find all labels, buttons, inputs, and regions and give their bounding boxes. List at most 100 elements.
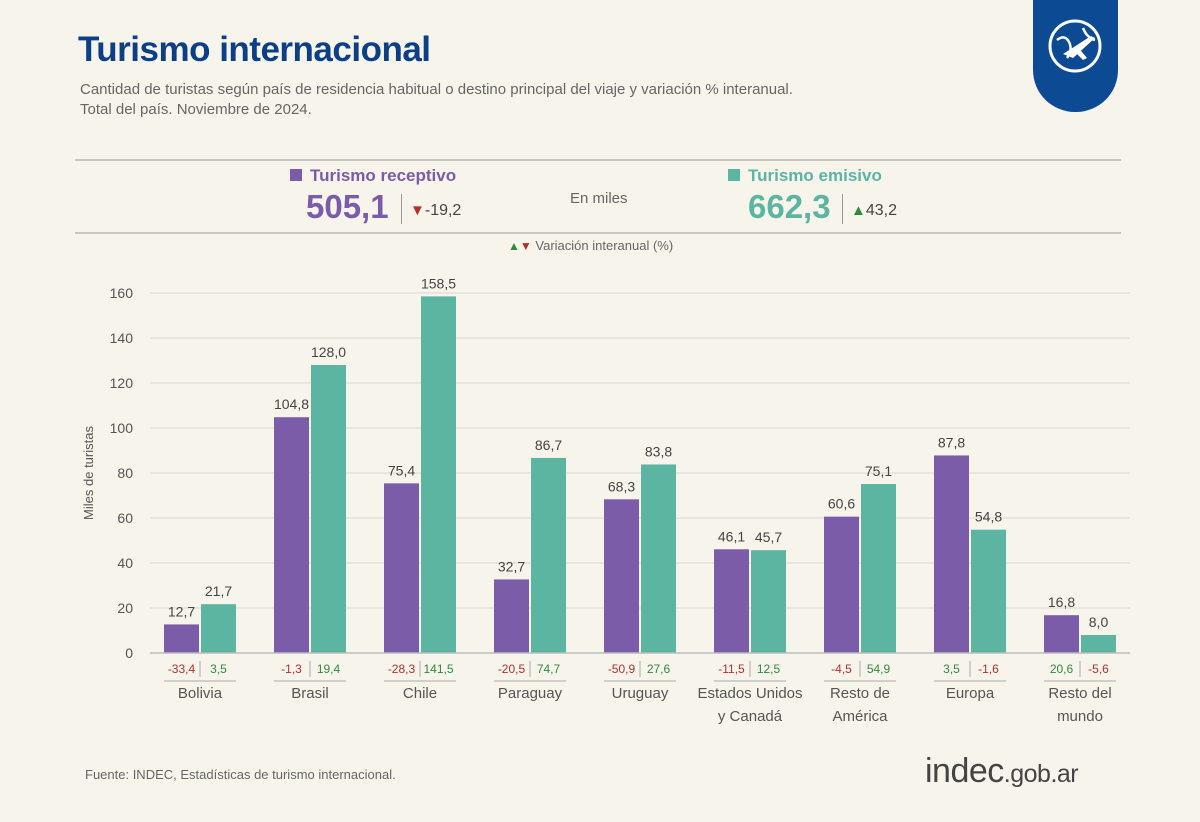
- legend-emisivo: Turismo emisivo: [728, 166, 882, 186]
- bar-emisivo: [531, 457, 566, 653]
- bar-receptivo: [384, 483, 419, 653]
- variation-label: -5,6: [1088, 662, 1109, 676]
- receptivo-variation-value: -19,2: [424, 202, 462, 219]
- receptivo-total: 505,1: [306, 188, 389, 225]
- variation-label: -20,5: [498, 662, 526, 676]
- category-label: Uruguay: [612, 685, 669, 702]
- bar-emisivo: [311, 365, 346, 653]
- variation-legend: ▲▼ Variación interanual (%): [508, 238, 673, 253]
- data-label: 104,8: [274, 396, 309, 412]
- variation-label: -28,3: [388, 662, 416, 676]
- data-label: 45,7: [755, 529, 782, 545]
- variation-label: 54,9: [867, 662, 891, 676]
- y-tick-label: 120: [110, 375, 134, 391]
- bar-emisivo: [641, 464, 676, 653]
- globe-airplane-icon: [1048, 19, 1102, 73]
- variation-label: 74,7: [537, 662, 561, 676]
- data-label: 128,0: [311, 344, 346, 360]
- data-label: 158,5: [421, 275, 456, 291]
- legend-receptivo-label: Turismo receptivo: [310, 166, 457, 185]
- variation-label: 141,5: [423, 662, 453, 676]
- y-tick-label: 40: [117, 555, 133, 571]
- bar-emisivo: [861, 484, 896, 653]
- data-label: 32,7: [498, 558, 525, 574]
- variation-label: 20,6: [1050, 662, 1074, 676]
- y-axis-label: Miles de turistas: [81, 426, 96, 520]
- data-label: 75,1: [865, 463, 892, 479]
- variation-label: 12,5: [757, 662, 781, 676]
- category-label: Europa: [946, 685, 995, 702]
- page-title: Turismo internacional: [78, 30, 431, 69]
- divider-bottom: [75, 232, 1121, 234]
- bar-emisivo: [201, 604, 236, 653]
- bar-receptivo: [274, 417, 309, 653]
- subtitle: Cantidad de turistas según país de resid…: [80, 80, 793, 120]
- bar-receptivo: [714, 549, 749, 653]
- separator: [842, 194, 843, 224]
- data-label: 75,4: [388, 462, 415, 478]
- data-label: 54,8: [975, 509, 1002, 525]
- variation-label: -4,5: [831, 662, 852, 676]
- y-tick-label: 100: [110, 420, 134, 436]
- arrow-down-icon: ▼: [519, 239, 532, 253]
- data-label: 87,8: [938, 434, 965, 450]
- variation-label: -1,6: [978, 662, 999, 676]
- y-tick-label: 80: [117, 465, 133, 481]
- bar-receptivo: [824, 516, 859, 653]
- data-label: 68,3: [608, 478, 635, 494]
- bar-receptivo: [604, 499, 639, 653]
- bar-receptivo: [494, 579, 529, 653]
- emisivo-variation: ▲43,2: [851, 202, 897, 220]
- data-label: 46,1: [718, 528, 745, 544]
- category-label: y Canadá: [718, 708, 783, 725]
- category-label: mundo: [1057, 708, 1103, 725]
- category-label: Resto de: [830, 685, 890, 702]
- data-label: 21,7: [205, 583, 232, 599]
- variation-label: -11,5: [718, 662, 745, 676]
- receptivo-variation: ▼-19,2: [410, 202, 461, 220]
- category-label: Resto del: [1048, 685, 1111, 702]
- divider-top: [75, 159, 1121, 161]
- bar-receptivo: [934, 455, 969, 653]
- brand: indec: [925, 752, 1004, 790]
- legend-swatch-receptivo: [290, 169, 302, 181]
- legend-receptivo: Turismo receptivo: [290, 166, 456, 186]
- emisivo-total: 662,3: [748, 188, 831, 225]
- data-label: 8,0: [1089, 614, 1109, 630]
- bar-emisivo: [1081, 635, 1116, 653]
- legend-emisivo-label: Turismo emisivo: [748, 166, 882, 185]
- arrow-down-icon: ▼: [410, 202, 425, 219]
- category-label: Bolivia: [178, 685, 223, 702]
- category-label: Brasil: [291, 685, 329, 702]
- y-tick-label: 0: [125, 645, 133, 661]
- legend-swatch-emisivo: [728, 169, 740, 181]
- bar-receptivo: [164, 624, 199, 653]
- variation-label: -50,9: [608, 662, 636, 676]
- variation-label: 27,6: [647, 662, 671, 676]
- y-tick-label: 160: [110, 285, 134, 301]
- data-label: 12,7: [168, 603, 195, 619]
- variation-legend-label: Variación interanual (%): [535, 238, 674, 253]
- data-label: 16,8: [1048, 594, 1075, 610]
- separator: [401, 194, 402, 224]
- subtitle-line-1: Cantidad de turistas según país de resid…: [80, 81, 793, 98]
- subtitle-line-2: Total del país. Noviembre de 2024.: [80, 101, 312, 118]
- data-label: 83,8: [645, 443, 672, 459]
- bar-emisivo: [971, 529, 1006, 653]
- variation-label: 19,4: [317, 662, 341, 676]
- y-tick-label: 20: [117, 600, 133, 616]
- emisivo-variation-value: 43,2: [865, 202, 897, 219]
- bar-emisivo: [421, 296, 456, 653]
- bar-emisivo: [751, 550, 786, 653]
- unit-label: En miles: [570, 190, 628, 207]
- logo-badge: [1033, 0, 1118, 112]
- arrow-up-icon: ▲: [508, 239, 520, 253]
- category-label: América: [832, 708, 888, 725]
- variation-label: 3,5: [210, 662, 227, 676]
- y-tick-label: 60: [117, 510, 133, 526]
- category-label: Chile: [403, 685, 437, 702]
- brand-suffix: .gob.ar: [1003, 760, 1079, 788]
- variation-label: 3,5: [943, 662, 960, 676]
- category-label: Estados Unidos: [697, 685, 802, 702]
